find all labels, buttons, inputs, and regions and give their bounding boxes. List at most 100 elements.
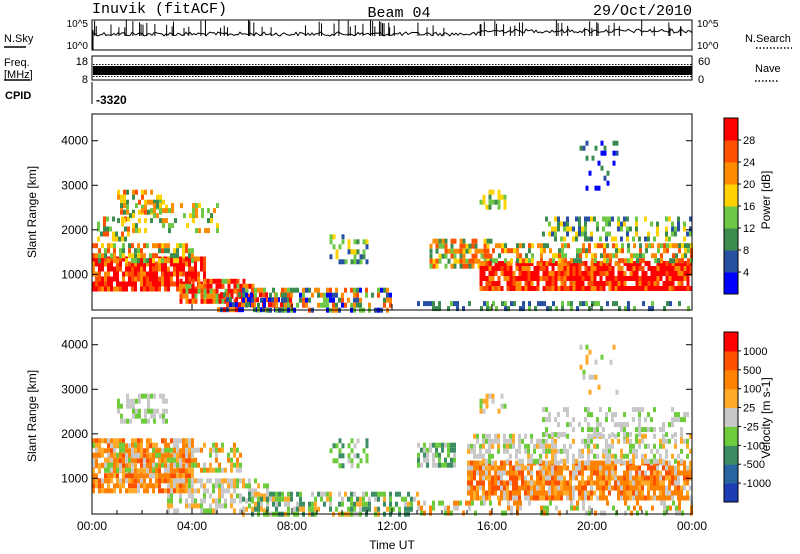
heatmap-cell — [435, 306, 438, 312]
heatmap-cell — [494, 199, 498, 205]
heatmap-cell — [600, 510, 603, 516]
heatmap-cell — [620, 422, 623, 428]
heatmap-cell — [509, 490, 512, 496]
heatmap-cell — [563, 480, 566, 486]
heatmap-cell — [95, 458, 98, 464]
heatmap-cell — [112, 236, 115, 242]
heatmap-cell — [677, 465, 680, 471]
heatmap-cell — [545, 475, 548, 481]
heatmap-cell — [566, 216, 569, 222]
heatmap-cell — [299, 292, 302, 298]
heatmap-cell — [497, 433, 500, 439]
heatmap-cell — [257, 302, 260, 308]
heatmap-cell — [674, 271, 678, 276]
heatmap-cell — [284, 501, 287, 507]
heatmap-cell — [477, 263, 481, 269]
heatmap-cell — [668, 495, 671, 501]
heatmap-cell — [509, 276, 513, 281]
heatmap-cell — [488, 485, 491, 491]
beam-title: Beam 04 — [367, 5, 430, 22]
heatmap-cell — [365, 506, 368, 512]
heatmap-cell — [121, 236, 124, 242]
heatmap-cell — [362, 254, 366, 260]
heatmap-cell — [656, 226, 659, 232]
heatmap-cell — [132, 209, 135, 215]
heatmap-cell — [501, 510, 504, 516]
heatmap-cell — [506, 485, 509, 491]
heatmap-cell — [197, 283, 201, 289]
heatmap-cell — [113, 276, 116, 282]
heatmap-cell — [420, 447, 423, 453]
heatmap-cell — [441, 238, 445, 244]
heatmap-cell — [135, 223, 138, 229]
heatmap-cell — [120, 199, 123, 205]
heatmap-cell — [476, 470, 479, 476]
heatmap-cell — [311, 506, 314, 512]
heatmap-cell — [605, 443, 608, 449]
heatmap-cell — [551, 281, 555, 286]
heatmap-cell — [668, 276, 672, 281]
heatmap-cell — [584, 236, 587, 242]
heatmap-cell — [456, 505, 459, 511]
heatmap-cell — [200, 283, 204, 289]
heatmap-cell — [119, 281, 122, 287]
heatmap-cell — [230, 447, 233, 453]
heatmap-cell — [356, 463, 360, 469]
heatmap-cell — [438, 457, 441, 463]
heatmap-cell — [608, 266, 612, 271]
heatmap-cell — [542, 276, 546, 281]
heatmap-cell — [131, 447, 134, 453]
heatmap-cell — [641, 490, 644, 496]
heatmap-cell — [660, 253, 663, 259]
heatmap-cell — [216, 203, 219, 209]
heatmap-cell — [671, 465, 674, 471]
heatmap-cell — [530, 281, 534, 286]
heatmap-cell — [678, 510, 681, 516]
heatmap-cell — [569, 261, 573, 266]
heatmap-cell — [119, 458, 122, 464]
heatmap-cell — [542, 465, 545, 471]
heatmap-cell — [647, 231, 650, 237]
heatmap-cell — [555, 253, 558, 259]
heatmap-cell — [632, 236, 635, 242]
heatmap-cell — [266, 488, 269, 494]
heatmap-cell — [620, 427, 623, 433]
heatmap-cell — [669, 301, 672, 307]
heatmap-cell — [483, 243, 487, 249]
heatmap-cell — [626, 261, 630, 266]
heatmap-cell — [488, 443, 491, 449]
heatmap-cell — [374, 496, 377, 502]
heatmap-cell — [435, 452, 438, 458]
heatmap-cell — [599, 271, 603, 276]
heatmap-cell — [150, 408, 153, 414]
heatmap-cell — [581, 438, 584, 444]
heatmap-cell — [134, 488, 137, 494]
heatmap-cell — [335, 443, 339, 449]
heatmap-cell — [623, 460, 626, 466]
heatmap-cell — [335, 287, 338, 293]
heatmap-cell — [551, 261, 555, 266]
heatmap-cell — [191, 288, 195, 294]
heatmap-cell — [235, 302, 238, 308]
heatmap-cell — [260, 493, 263, 499]
heatmap-cell — [122, 483, 125, 489]
heatmap-cell — [626, 475, 629, 481]
heatmap-cell — [134, 253, 137, 259]
heatmap-cell — [581, 226, 584, 232]
heatmap-cell — [164, 271, 167, 277]
heatmap-cell — [467, 490, 470, 496]
heatmap-cell — [527, 490, 530, 496]
heatmap-cell — [207, 208, 210, 214]
heatmap-cell — [519, 500, 522, 506]
heatmap-cell — [194, 457, 197, 463]
heatmap-cell — [124, 236, 127, 242]
heatmap-cell — [429, 447, 432, 453]
heatmap-cell — [522, 243, 525, 249]
heatmap-cell — [551, 475, 554, 481]
heatmap-cell — [122, 442, 125, 448]
heatmap-cell — [638, 407, 641, 413]
heatmap-cell — [513, 500, 516, 506]
heatmap-cell — [647, 458, 650, 464]
heatmap-cell — [287, 292, 290, 298]
heatmap-cell — [230, 467, 233, 473]
